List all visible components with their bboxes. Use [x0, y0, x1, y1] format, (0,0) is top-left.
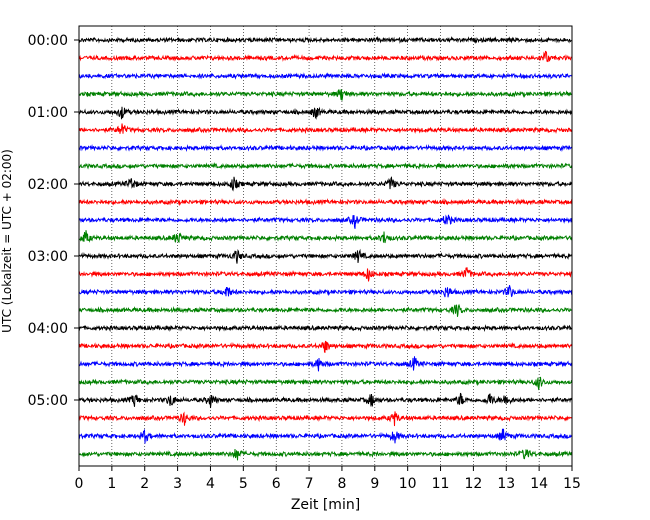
y-tick-label: 01:00	[28, 105, 68, 121]
x-tick-label: 0	[75, 476, 84, 492]
seismic-trace	[78, 162, 573, 170]
seismic-trace	[78, 376, 573, 391]
seismic-trace	[78, 106, 573, 120]
y-axis-label: UTC (Lokalzeit = UTC + 02:00)	[0, 149, 14, 333]
x-tick-label: 6	[272, 476, 281, 492]
y-tick-label: 05:00	[28, 393, 68, 409]
trace-group	[78, 35, 573, 461]
x-tick-label: 2	[140, 476, 149, 492]
x-tick-label: 8	[337, 476, 346, 492]
y-tick-label: 04:00	[28, 321, 68, 337]
seismic-trace	[78, 392, 573, 409]
seismic-trace	[78, 88, 573, 101]
seismic-trace	[78, 144, 573, 153]
seismic-trace	[78, 303, 573, 317]
x-tick-label: 5	[239, 476, 248, 492]
seismic-trace	[78, 267, 573, 282]
seismic-trace	[78, 123, 573, 135]
seismic-trace	[78, 197, 573, 206]
x-axis: 0 1 2 3 4 5 6 7 8 9 10 11 12 13 14 15	[75, 466, 581, 492]
x-axis-label: Zeit [min]	[291, 497, 360, 513]
seismic-trace	[78, 248, 573, 264]
seismic-trace	[78, 230, 573, 244]
x-tick-label: 10	[399, 476, 417, 492]
x-tick-label: 14	[530, 476, 548, 492]
seismic-trace	[78, 50, 573, 63]
seismic-trace	[78, 285, 573, 298]
seismic-trace	[78, 340, 573, 353]
x-tick-label: 7	[305, 476, 314, 492]
seismic-trace	[78, 72, 573, 80]
seismic-trace	[78, 324, 573, 333]
y-tick-label: 02:00	[28, 177, 68, 193]
seismic-trace	[78, 428, 573, 444]
seismic-trace	[78, 214, 573, 229]
x-tick-label: 12	[464, 476, 482, 492]
grid-lines	[111, 26, 540, 466]
seismic-trace	[78, 411, 573, 427]
seismic-trace	[78, 449, 573, 461]
x-tick-label: 11	[432, 476, 450, 492]
seismic-trace	[78, 35, 573, 44]
x-tick-label: 4	[206, 476, 215, 492]
x-tick-label: 1	[107, 476, 116, 492]
seismic-trace	[78, 356, 573, 372]
x-tick-label: 3	[173, 476, 182, 492]
x-tick-label: 13	[497, 476, 515, 492]
plot-frame	[78, 25, 573, 467]
x-tick-label: 9	[370, 476, 379, 492]
seismic-trace	[78, 176, 573, 192]
y-tick-label: 03:00	[28, 249, 68, 265]
y-tick-label: 00:00	[28, 33, 68, 49]
y-axis: 00:00 01:00 02:00 03:00 04:00 05:00	[28, 33, 79, 409]
x-tick-label: 15	[563, 476, 581, 492]
